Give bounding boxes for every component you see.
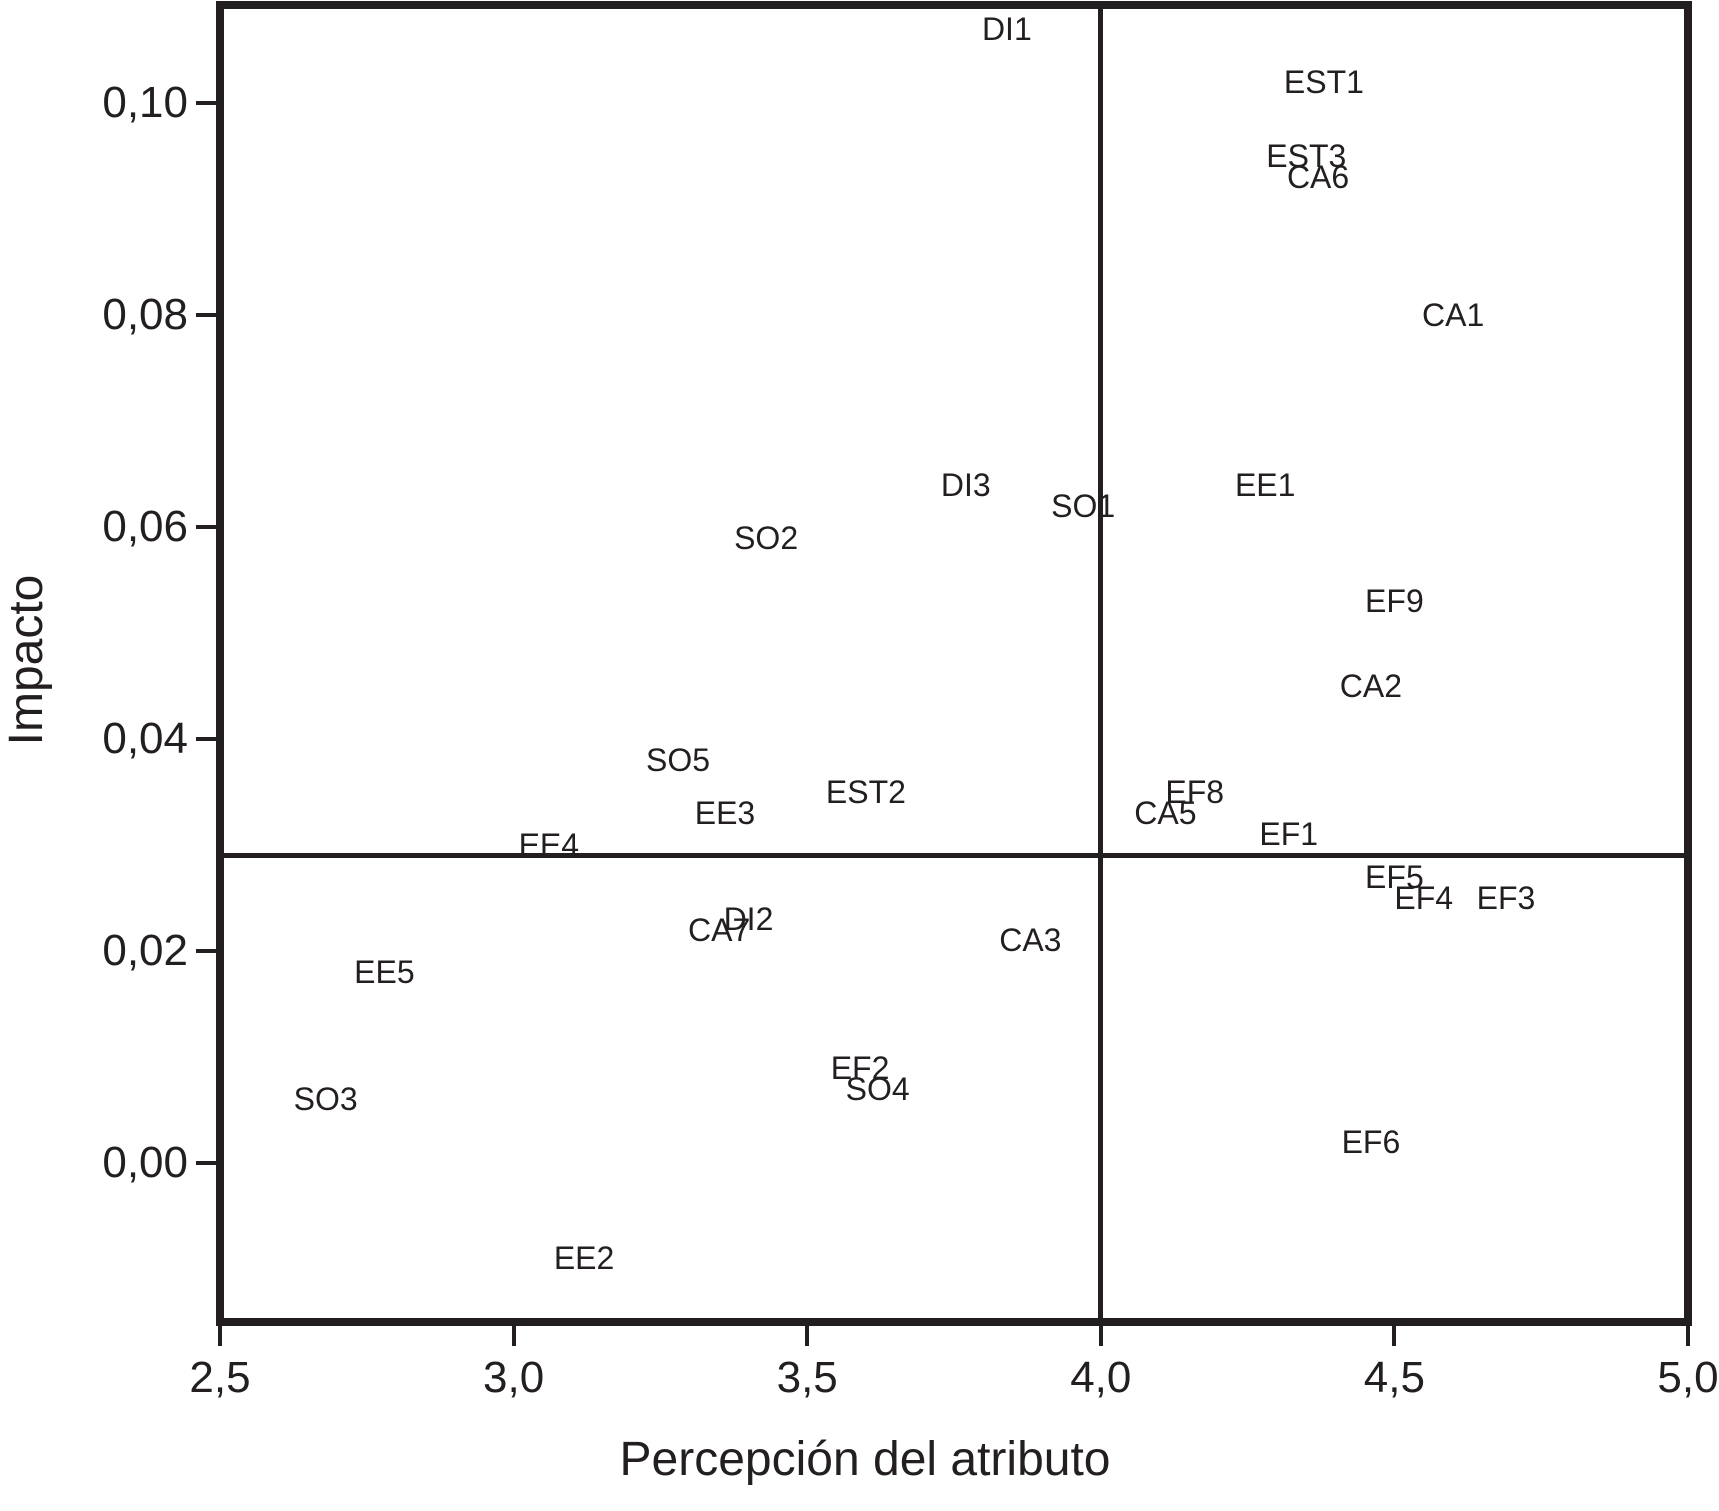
point-label-EF6: EF6 xyxy=(1341,1123,1401,1160)
x-tick-mark xyxy=(1686,1326,1690,1346)
y-tick-mark xyxy=(196,737,216,741)
point-label-EE2: EE2 xyxy=(553,1240,615,1277)
x-tick-label: 3,0 xyxy=(483,1353,545,1402)
point-label-EF9: EF9 xyxy=(1365,583,1424,620)
x-tick-mark xyxy=(218,1326,222,1346)
point-label-DI1: DI1 xyxy=(981,10,1032,47)
point-label-SO4: SO4 xyxy=(845,1070,910,1107)
y-axis-title: Impacto xyxy=(0,574,53,746)
x-tick-label: 5,0 xyxy=(1657,1353,1719,1402)
y-tick-mark xyxy=(196,313,216,317)
y-tick-label: 0,04 xyxy=(102,714,188,763)
point-label-DI2: DI2 xyxy=(723,901,774,938)
point-label-EF2: EF2 xyxy=(830,1049,890,1086)
point-label-SO3: SO3 xyxy=(293,1081,358,1118)
point-label-EF8: EF8 xyxy=(1165,774,1225,810)
point-label-EF5: EF5 xyxy=(1365,858,1424,895)
point-label-EE3: EE3 xyxy=(694,795,756,832)
y-tick-mark xyxy=(196,1161,216,1165)
point-label-EE1: EE1 xyxy=(1234,466,1296,503)
x-tick-mark xyxy=(511,1326,516,1346)
x-tick-label: 4,0 xyxy=(1070,1353,1132,1402)
point-label-EF1: EF1 xyxy=(1259,816,1319,853)
point-label-SO1: SO1 xyxy=(1051,487,1116,524)
point-label-CA2: CA2 xyxy=(1339,668,1403,704)
point-label-EST2: EST2 xyxy=(825,774,906,810)
y-tick-label: 0,10 xyxy=(102,78,188,127)
y-tick-mark xyxy=(196,525,216,529)
x-tick-label: 2,5 xyxy=(189,1353,251,1402)
x-tick-mark xyxy=(805,1326,810,1346)
crosshair-vertical-line xyxy=(1098,5,1104,1322)
point-label-EST3: EST3 xyxy=(1266,138,1347,174)
point-label-CA5: CA5 xyxy=(1134,795,1197,832)
point-label-SO2: SO2 xyxy=(734,519,799,556)
y-tick-label: 0,00 xyxy=(102,1138,188,1187)
y-tick-mark xyxy=(196,949,216,953)
y-tick-mark xyxy=(196,101,216,105)
point-label-CA6: CA6 xyxy=(1286,159,1350,196)
point-label-DI3: DI3 xyxy=(940,466,991,503)
point-label-EST1: EST1 xyxy=(1283,63,1364,100)
x-tick-label: 3,5 xyxy=(776,1353,838,1402)
point-label-EF4: EF4 xyxy=(1394,880,1454,916)
point-label-EE4: EE4 xyxy=(518,827,580,863)
y-tick-label: 0,06 xyxy=(102,502,188,551)
x-axis-title: Percepción del atributo xyxy=(619,1433,1111,1486)
point-label-CA3: CA3 xyxy=(999,922,1062,959)
point-label-EE5: EE5 xyxy=(354,954,415,991)
point-label-CA1: CA1 xyxy=(1421,297,1485,333)
plot-frame xyxy=(216,1,1692,1326)
x-tick-mark xyxy=(1392,1326,1397,1346)
point-label-EF3: EF3 xyxy=(1476,880,1536,916)
y-tick-label: 0,08 xyxy=(102,290,188,339)
y-tick-label: 0,02 xyxy=(102,926,188,975)
x-tick-label: 4,5 xyxy=(1363,1353,1425,1402)
point-label-CA7: CA7 xyxy=(687,911,751,948)
x-tick-mark xyxy=(1098,1326,1103,1346)
crosshair-horizontal-line xyxy=(220,853,1688,859)
point-label-SO5: SO5 xyxy=(646,742,711,779)
